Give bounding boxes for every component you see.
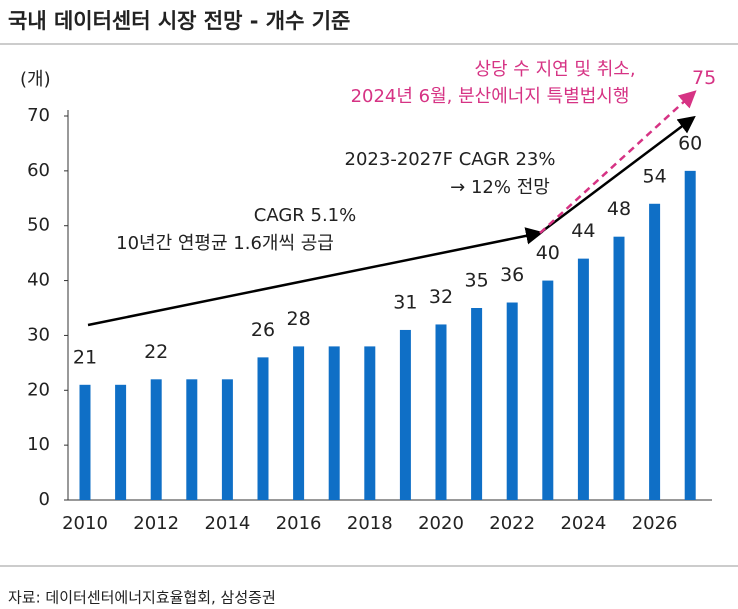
projection-arrow [539,90,697,234]
value-label: 22 [144,341,168,363]
bar [435,324,447,500]
annotation: 2024년 6월, 분산에너지 특별법시행 [351,86,630,107]
x-tick-label: 2024 [560,513,606,534]
annotation: CAGR 5.1% [254,205,356,226]
value-label: 21 [73,346,97,368]
annotation: 2023-2027F CAGR 23% [345,149,556,170]
bar [684,170,696,500]
bar [257,357,269,500]
bar [328,346,340,500]
x-tick-label: 2022 [489,513,535,534]
y-tick-label: 70 [27,105,50,126]
source: 자료: 데이터센터에너지효율협회, 삼성증권 [8,589,276,607]
x-tick-label: 2012 [133,513,179,534]
y-tick-label: 0 [39,489,50,510]
bar [399,329,411,500]
trend-arrow [87,227,544,327]
y-tick-label: 10 [27,434,50,455]
bar [613,236,625,500]
y-tick-label: 60 [27,160,50,181]
x-tick-label: 2026 [632,513,678,534]
x-tick-label: 2020 [418,513,464,534]
bar [364,346,376,500]
x-tick-label: 2010 [62,513,108,534]
bar [649,203,661,500]
bar [577,258,589,500]
bar [186,379,198,500]
projection-label: 75 [692,67,716,89]
y-tick-label: 50 [27,215,50,236]
bar [471,308,483,500]
trend-arrow [539,115,696,234]
value-label: 36 [500,264,524,286]
bar [79,384,91,500]
bar [221,379,233,500]
value-label: 44 [571,220,595,242]
value-label: 40 [536,242,560,264]
annotation: 10년간 연평균 1.6개씩 공급 [116,233,334,254]
bar [293,346,305,500]
annotation: → 12% 전망 [450,177,550,198]
x-tick-label: 2016 [276,513,322,534]
value-label: 54 [643,165,667,187]
bar [150,379,162,500]
bar [506,302,518,500]
y-unit: (개) [20,69,51,90]
y-tick-label: 20 [27,379,50,400]
chart-title: 국내 데이터센터 시장 전망 - 개수 기준 [8,9,350,33]
y-tick-label: 30 [27,324,50,345]
value-label: 32 [429,286,453,308]
value-label: 60 [678,132,702,154]
value-label: 28 [287,308,311,330]
value-label: 48 [607,198,631,220]
value-label: 26 [251,319,275,341]
bar [542,280,554,500]
value-label: 35 [465,270,489,292]
bar [115,384,127,500]
x-tick-label: 2014 [204,513,250,534]
y-tick-label: 40 [27,270,50,291]
value-label: 31 [393,291,417,313]
annotation: 상당 수 지연 및 취소, [474,59,635,80]
x-tick-label: 2018 [347,513,393,534]
